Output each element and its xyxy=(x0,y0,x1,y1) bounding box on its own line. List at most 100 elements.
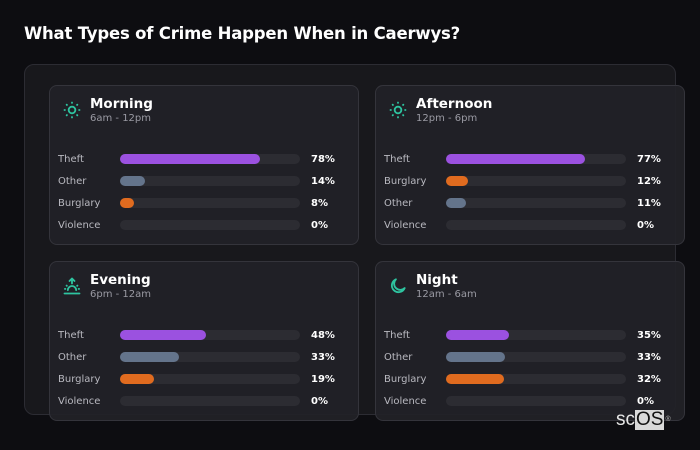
bar-rows: Theft 77% Burglary 12% Other 11% Violence 0% xyxy=(384,148,680,236)
bar-fill xyxy=(120,176,146,186)
bar-fill xyxy=(446,330,509,340)
bar-value: 33% xyxy=(311,351,335,363)
logo-registered: ® xyxy=(665,416,671,423)
card-title: Morning xyxy=(90,95,153,112)
bar-value: 12% xyxy=(637,175,661,187)
bar-label: Burglary xyxy=(58,197,101,209)
bar-fill xyxy=(446,374,504,384)
card-time-range: 6pm - 12am xyxy=(90,288,152,300)
bar-label: Theft xyxy=(384,329,410,341)
card-header: Afternoon 12pm - 6pm xyxy=(386,94,492,126)
bar-label: Other xyxy=(58,175,87,187)
bar-row: Burglary 32% xyxy=(384,368,680,390)
bar-value: 32% xyxy=(637,373,661,385)
bar-value: 77% xyxy=(637,153,661,165)
bar-row: Theft 48% xyxy=(58,324,354,346)
logo-os: OS xyxy=(635,409,665,430)
bar-track xyxy=(120,198,300,208)
card-title: Night xyxy=(416,271,458,288)
bar-track xyxy=(446,374,626,384)
card-time-range: 12am - 6am xyxy=(416,288,477,300)
bar-value: 48% xyxy=(311,329,335,341)
bar-track xyxy=(446,396,626,406)
bar-label: Burglary xyxy=(384,373,427,385)
time-card-afternoon: Afternoon 12pm - 6pm Theft 77% Burglary 12… xyxy=(375,85,685,245)
bar-value: 0% xyxy=(311,219,328,231)
bar-fill xyxy=(120,352,180,362)
bar-row: Other 14% xyxy=(58,170,354,192)
bar-label: Theft xyxy=(58,153,84,165)
bar-value: 19% xyxy=(311,373,335,385)
bar-label: Violence xyxy=(58,219,101,231)
bar-label: Theft xyxy=(58,329,84,341)
time-card-morning: Morning 6am - 12pm Theft 78% Other 14% Bur… xyxy=(49,85,359,245)
bar-row: Other 33% xyxy=(58,346,354,368)
moon-icon xyxy=(386,274,410,298)
bar-row: Theft 77% xyxy=(384,148,680,170)
bar-fill xyxy=(446,198,466,208)
bar-row: Violence 0% xyxy=(58,390,354,412)
bar-track xyxy=(120,396,300,406)
bar-track xyxy=(120,154,300,164)
bar-track xyxy=(120,176,300,186)
time-card-night: Night 12am - 6am Theft 35% Other 33% Burgl… xyxy=(375,261,685,421)
bar-row: Violence 0% xyxy=(58,214,354,236)
bar-label: Violence xyxy=(384,395,427,407)
bar-rows: Theft 48% Other 33% Burglary 19% Violence 0% xyxy=(58,324,354,412)
bar-track xyxy=(446,154,626,164)
bar-row: Other 11% xyxy=(384,192,680,214)
sunset-icon xyxy=(60,274,84,298)
bar-row: Burglary 19% xyxy=(58,368,354,390)
bar-track xyxy=(120,374,300,384)
bar-label: Violence xyxy=(58,395,101,407)
bar-value: 14% xyxy=(311,175,335,187)
bar-label: Burglary xyxy=(58,373,101,385)
bar-value: 0% xyxy=(637,395,654,407)
bar-fill xyxy=(446,154,585,164)
bar-row: Violence 0% xyxy=(384,214,680,236)
bar-fill xyxy=(446,176,468,186)
bar-value: 8% xyxy=(311,197,328,209)
bar-row: Other 33% xyxy=(384,346,680,368)
bar-value: 11% xyxy=(637,197,661,209)
bar-track xyxy=(446,220,626,230)
bar-row: Violence 0% xyxy=(384,390,680,412)
card-title: Afternoon xyxy=(416,95,493,112)
bar-row: Burglary 8% xyxy=(58,192,354,214)
bar-track xyxy=(446,330,626,340)
bar-label: Other xyxy=(384,351,413,363)
bar-track xyxy=(120,220,300,230)
bar-value: 0% xyxy=(311,395,328,407)
bar-track xyxy=(120,330,300,340)
bar-label: Violence xyxy=(384,219,427,231)
page-title: What Types of Crime Happen When in Caerw… xyxy=(24,24,461,43)
card-header: Morning 6am - 12pm xyxy=(60,94,153,126)
time-card-evening: Evening 6pm - 12am Theft 48% Other 33% Bur… xyxy=(49,261,359,421)
bar-rows: Theft 35% Other 33% Burglary 32% Violence 0% xyxy=(384,324,680,412)
bar-track xyxy=(120,352,300,362)
bar-track xyxy=(446,352,626,362)
card-time-range: 6am - 12pm xyxy=(90,112,152,124)
bar-fill xyxy=(120,374,155,384)
card-header: Night 12am - 6am xyxy=(386,270,477,302)
card-time-range: 12pm - 6pm xyxy=(416,112,478,124)
bar-fill xyxy=(120,330,207,340)
bar-label: Burglary xyxy=(384,175,427,187)
card-title: Evening xyxy=(90,271,151,288)
bar-track xyxy=(446,176,626,186)
bar-fill xyxy=(120,198,135,208)
scos-logo: sc OS ® xyxy=(616,410,671,430)
bar-label: Other xyxy=(58,351,87,363)
bar-value: 35% xyxy=(637,329,661,341)
bar-rows: Theft 78% Other 14% Burglary 8% Violence 0% xyxy=(58,148,354,236)
bar-value: 0% xyxy=(637,219,654,231)
bar-label: Theft xyxy=(384,153,410,165)
logo-sc: sc xyxy=(616,409,635,430)
bar-track xyxy=(446,198,626,208)
sun-icon xyxy=(60,98,84,122)
bar-value: 78% xyxy=(311,153,335,165)
bar-row: Theft 35% xyxy=(384,324,680,346)
bar-row: Theft 78% xyxy=(58,148,354,170)
bar-row: Burglary 12% xyxy=(384,170,680,192)
